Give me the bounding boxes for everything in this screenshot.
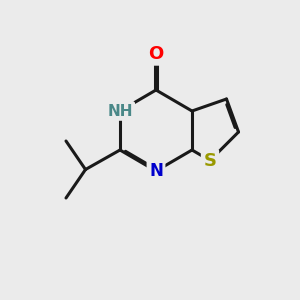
Text: N: N <box>149 162 163 180</box>
Text: O: O <box>148 45 164 63</box>
Text: NH: NH <box>107 103 133 118</box>
Text: S: S <box>203 152 217 169</box>
